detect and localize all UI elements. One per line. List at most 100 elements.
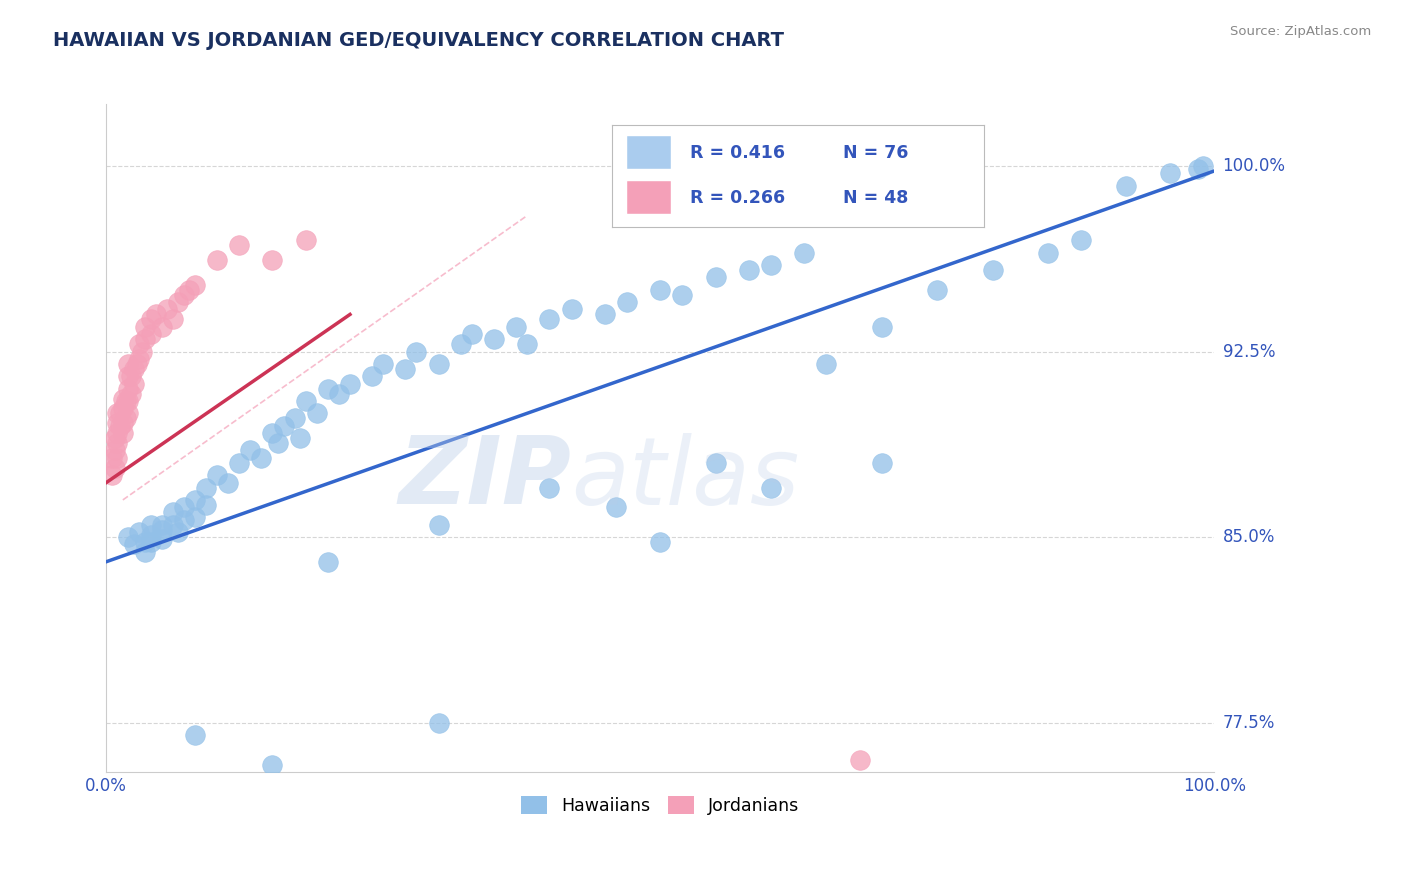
Point bbox=[117, 406, 139, 420]
Point bbox=[427, 517, 450, 532]
Point bbox=[122, 376, 145, 391]
Text: R = 0.416: R = 0.416 bbox=[690, 144, 785, 161]
Text: N = 48: N = 48 bbox=[842, 189, 908, 207]
Point bbox=[262, 757, 284, 772]
Point bbox=[139, 312, 162, 326]
Point bbox=[173, 513, 195, 527]
Point bbox=[117, 394, 139, 409]
Point bbox=[150, 523, 173, 537]
Point bbox=[101, 450, 124, 465]
Point bbox=[288, 431, 311, 445]
Point bbox=[1192, 159, 1215, 173]
Point bbox=[156, 302, 179, 317]
Legend: Hawaiians, Jordanians: Hawaiians, Jordanians bbox=[515, 789, 806, 822]
Point bbox=[593, 307, 616, 321]
Point bbox=[117, 357, 139, 371]
Point bbox=[228, 456, 250, 470]
Point bbox=[162, 505, 184, 519]
Text: HAWAIIAN VS JORDANIAN GED/EQUIVALENCY CORRELATION CHART: HAWAIIAN VS JORDANIAN GED/EQUIVALENCY CO… bbox=[53, 31, 785, 50]
Point bbox=[561, 302, 583, 317]
Point bbox=[115, 394, 138, 409]
Point bbox=[482, 332, 505, 346]
Point bbox=[134, 535, 156, 549]
Point bbox=[316, 382, 339, 396]
Point bbox=[538, 481, 561, 495]
Point bbox=[111, 416, 134, 430]
Text: 100.0%: 100.0% bbox=[1223, 157, 1285, 175]
Text: atlas: atlas bbox=[572, 433, 800, 524]
Point bbox=[108, 418, 131, 433]
Point bbox=[650, 535, 672, 549]
Point bbox=[339, 376, 361, 391]
Point bbox=[150, 517, 173, 532]
Bar bbox=[627, 136, 671, 169]
Point bbox=[981, 263, 1004, 277]
Point bbox=[305, 406, 328, 420]
Point bbox=[1036, 245, 1059, 260]
Point bbox=[128, 524, 150, 539]
Point bbox=[117, 369, 139, 384]
Point bbox=[167, 295, 190, 310]
Point bbox=[815, 357, 838, 371]
Point bbox=[1115, 178, 1137, 193]
Point bbox=[184, 728, 207, 742]
Text: Source: ZipAtlas.com: Source: ZipAtlas.com bbox=[1230, 25, 1371, 38]
Point bbox=[427, 357, 450, 371]
Point bbox=[759, 481, 782, 495]
Text: 85.0%: 85.0% bbox=[1223, 528, 1275, 546]
Point bbox=[704, 270, 727, 285]
Point bbox=[284, 411, 307, 425]
Bar bbox=[627, 181, 671, 214]
Point bbox=[120, 369, 142, 384]
Point bbox=[538, 312, 561, 326]
Point bbox=[127, 357, 149, 371]
Point bbox=[516, 337, 538, 351]
Point bbox=[759, 258, 782, 272]
Point bbox=[139, 527, 162, 541]
Point bbox=[239, 443, 262, 458]
Point bbox=[316, 555, 339, 569]
Point bbox=[104, 431, 127, 445]
Point bbox=[128, 351, 150, 366]
Point bbox=[373, 357, 395, 371]
Point bbox=[105, 450, 128, 465]
Point bbox=[1187, 161, 1209, 176]
Point bbox=[184, 277, 207, 292]
Point bbox=[139, 535, 162, 549]
Point bbox=[115, 411, 138, 425]
Point bbox=[704, 456, 727, 470]
Point bbox=[120, 386, 142, 401]
Point bbox=[122, 537, 145, 551]
Point bbox=[162, 517, 184, 532]
Text: N = 76: N = 76 bbox=[842, 144, 908, 161]
Point bbox=[105, 416, 128, 430]
Point bbox=[461, 327, 484, 342]
Point bbox=[101, 468, 124, 483]
Point bbox=[139, 517, 162, 532]
Point bbox=[134, 545, 156, 559]
Point bbox=[104, 443, 127, 458]
Point bbox=[173, 500, 195, 515]
Point bbox=[671, 287, 693, 301]
Point bbox=[205, 468, 228, 483]
Point bbox=[134, 319, 156, 334]
Point bbox=[184, 492, 207, 507]
Point bbox=[131, 344, 153, 359]
Point bbox=[105, 426, 128, 441]
Point bbox=[205, 252, 228, 267]
Point bbox=[870, 456, 893, 470]
Point bbox=[273, 418, 295, 433]
Point bbox=[1070, 233, 1092, 247]
Point bbox=[394, 361, 416, 376]
Point bbox=[870, 319, 893, 334]
Point bbox=[179, 283, 201, 297]
Point bbox=[104, 460, 127, 475]
Text: 77.5%: 77.5% bbox=[1223, 714, 1275, 731]
Point bbox=[117, 530, 139, 544]
Point bbox=[111, 426, 134, 441]
Point bbox=[194, 498, 217, 512]
Point bbox=[105, 406, 128, 420]
Point bbox=[162, 312, 184, 326]
Point bbox=[145, 307, 167, 321]
Point bbox=[150, 533, 173, 547]
